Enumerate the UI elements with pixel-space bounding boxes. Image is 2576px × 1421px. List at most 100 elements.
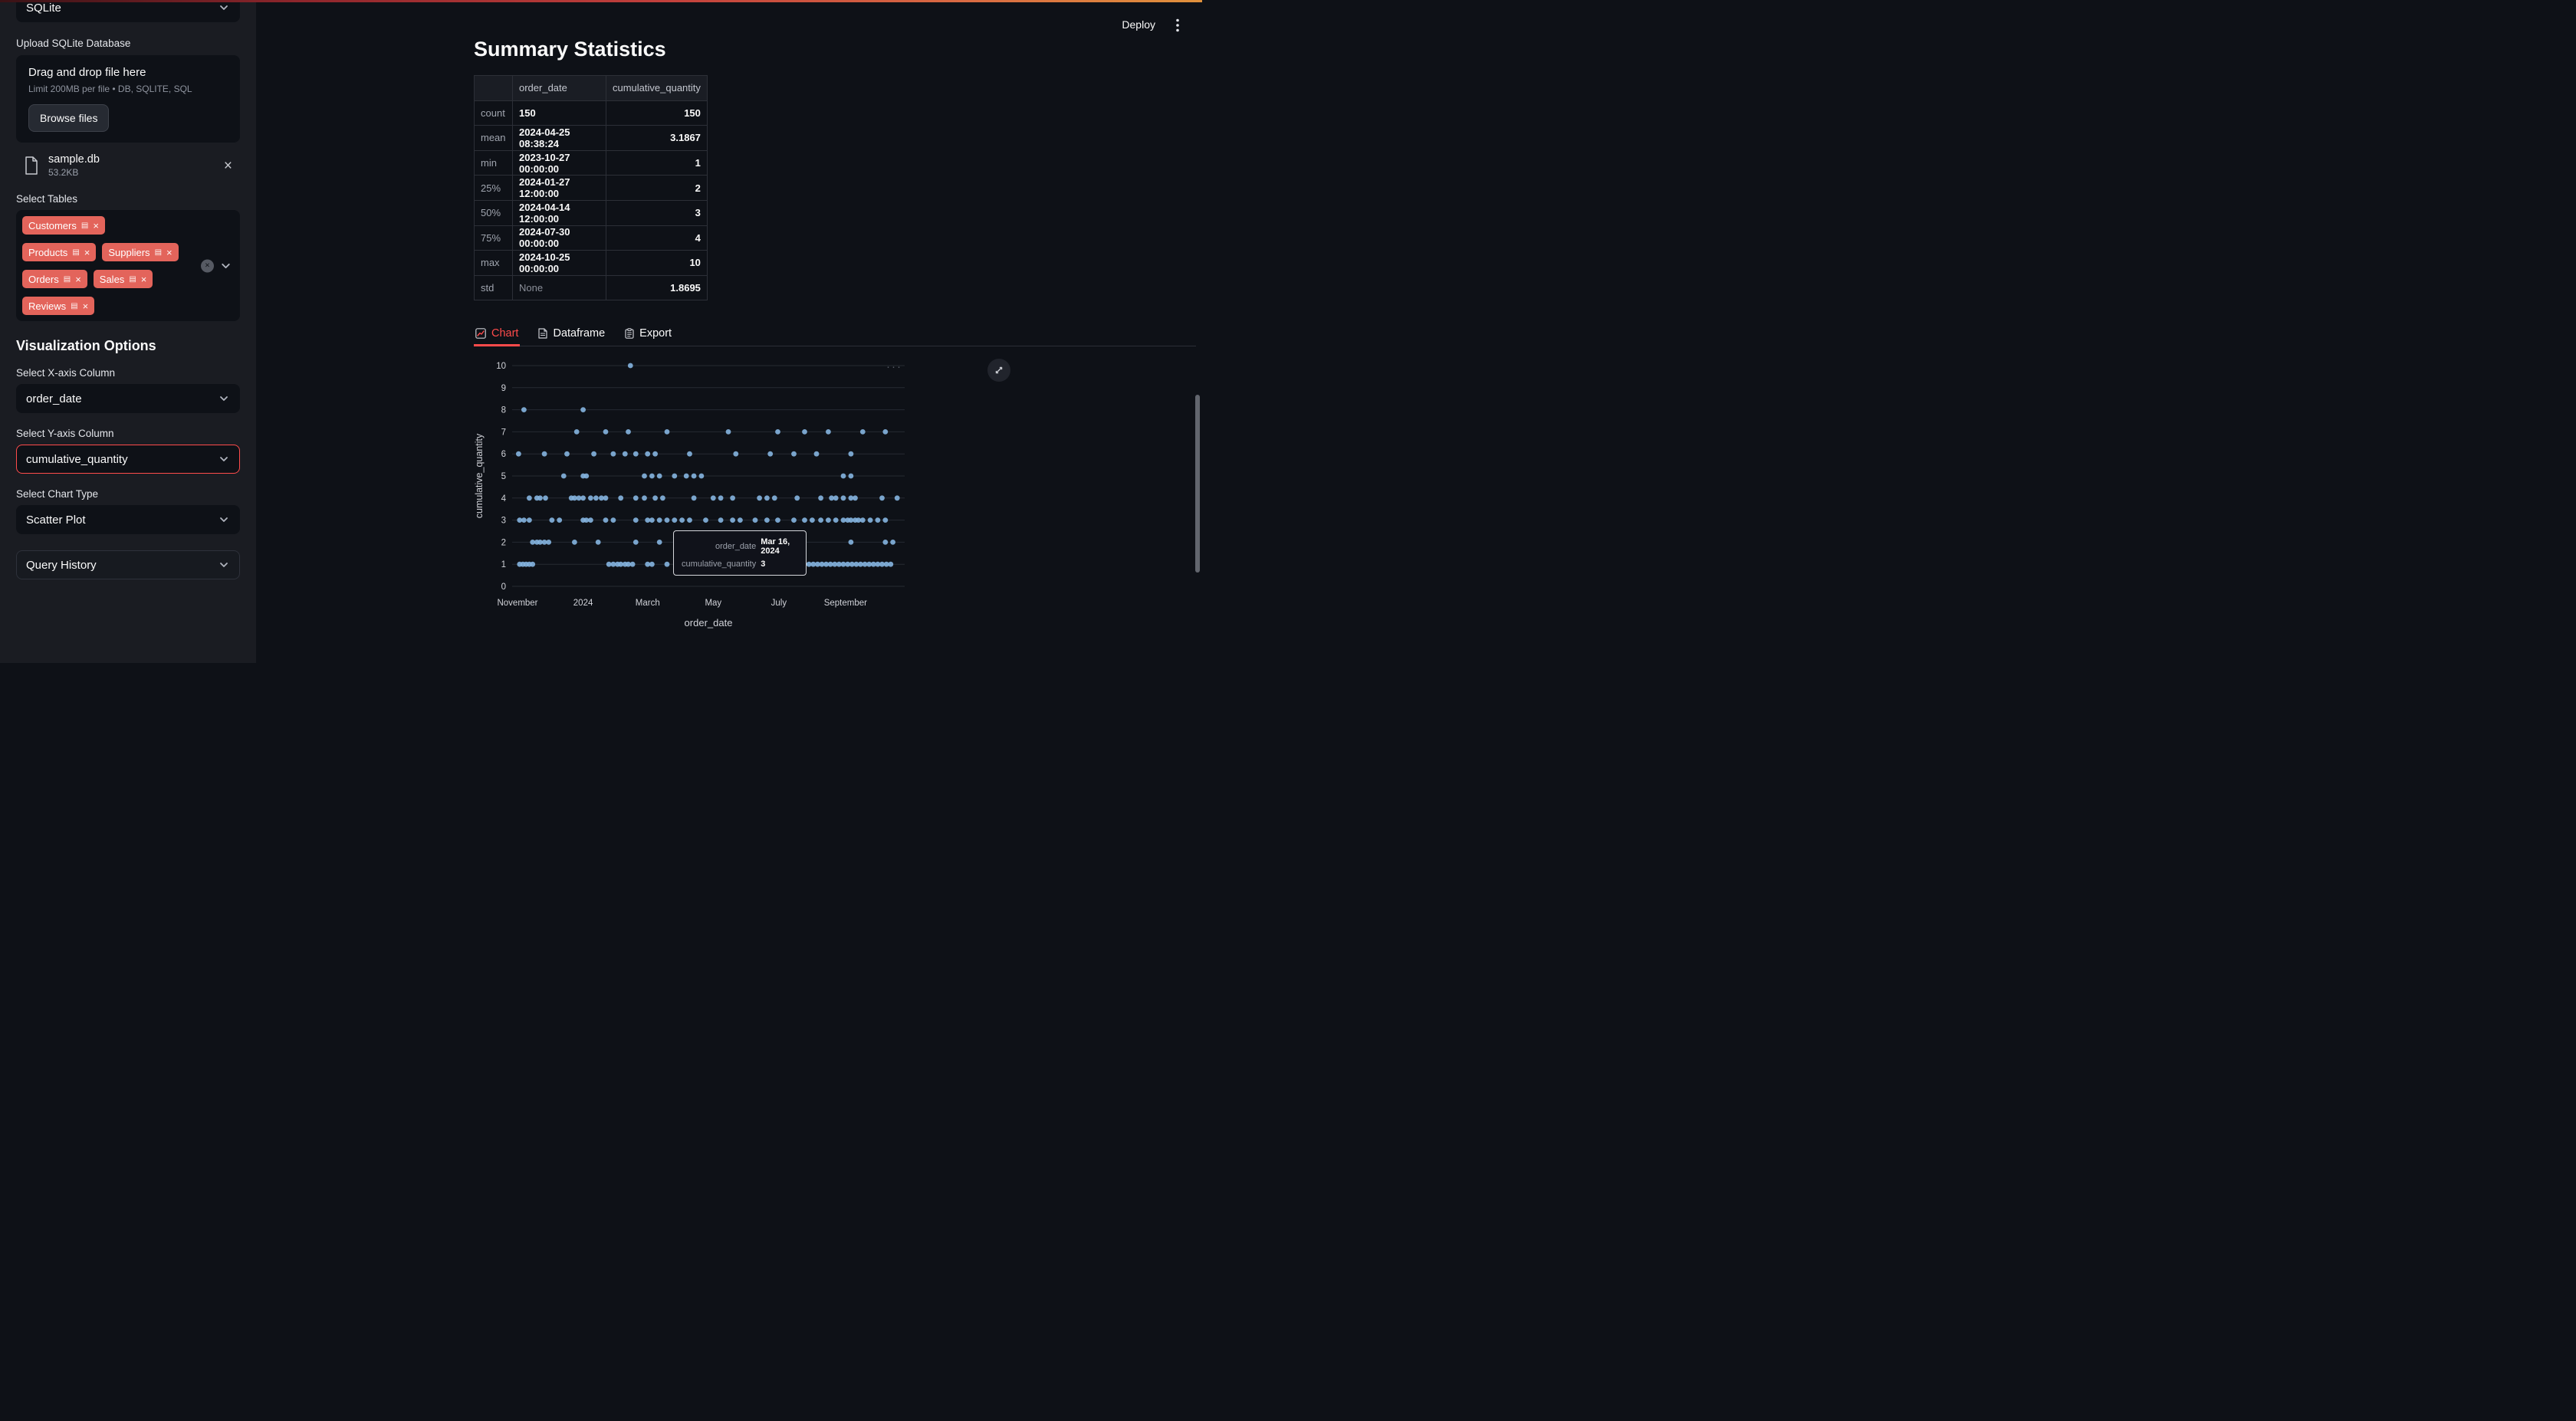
scatter-point[interactable] <box>541 451 547 457</box>
scatter-point[interactable] <box>848 473 854 479</box>
main-menu-icon[interactable] <box>1175 17 1181 38</box>
scatter-point[interactable] <box>818 517 823 523</box>
scatter-point[interactable] <box>730 517 735 523</box>
scatter-point[interactable] <box>632 451 639 457</box>
scatter-point[interactable] <box>840 561 846 567</box>
chevron-down-icon[interactable] <box>219 259 232 272</box>
scatter-point[interactable] <box>853 495 858 501</box>
scatter-point[interactable] <box>610 517 616 523</box>
scatter-point[interactable] <box>810 517 815 523</box>
scatter-point[interactable] <box>632 495 639 501</box>
scatter-point[interactable] <box>752 517 758 523</box>
tab-dataframe[interactable]: Dataframe <box>537 323 606 346</box>
remove-table-icon[interactable]: × <box>140 273 147 285</box>
scatter-point[interactable] <box>862 561 868 567</box>
scatter-point[interactable] <box>883 561 889 567</box>
table-pill[interactable]: Customers ▤ × <box>22 216 105 235</box>
scatter-point[interactable] <box>649 561 655 567</box>
scatter-point[interactable] <box>549 517 555 523</box>
scatter-point[interactable] <box>870 561 876 567</box>
scatter-point[interactable] <box>733 451 739 457</box>
scatter-point[interactable] <box>849 561 855 567</box>
scrollbar-thumb[interactable] <box>1195 395 1200 573</box>
deploy-button[interactable]: Deploy <box>1122 18 1155 31</box>
scatter-point[interactable] <box>645 561 651 567</box>
scatter-point[interactable] <box>530 561 536 567</box>
scatter-point[interactable] <box>645 517 651 523</box>
scatter-point[interactable] <box>691 495 697 501</box>
scatter-point[interactable] <box>802 517 807 523</box>
query-history-expander[interactable]: Query History <box>16 550 240 579</box>
scatter-point[interactable] <box>626 561 631 567</box>
remove-file-icon[interactable]: × <box>221 156 235 176</box>
scatter-point[interactable] <box>583 473 590 479</box>
scatter-point[interactable] <box>848 495 854 501</box>
scatter-point[interactable] <box>867 517 873 523</box>
scatter-point[interactable] <box>543 495 548 501</box>
scatter-point[interactable] <box>527 517 532 523</box>
scatter-point[interactable] <box>890 540 895 545</box>
scatter-point[interactable] <box>541 540 547 545</box>
scatter-point[interactable] <box>832 561 838 567</box>
scatter-point[interactable] <box>698 473 705 479</box>
clear-all-icon[interactable]: × <box>201 259 214 272</box>
scatter-point[interactable] <box>738 517 743 523</box>
scatter-point[interactable] <box>546 540 552 545</box>
table-pill[interactable]: Products ▤ × <box>22 243 97 261</box>
scatter-point[interactable] <box>679 517 685 523</box>
scatter-point[interactable] <box>537 495 543 501</box>
scatter-point[interactable] <box>622 451 628 457</box>
scatter-point[interactable] <box>879 561 885 567</box>
scatter-point[interactable] <box>875 517 881 523</box>
scatter-point[interactable] <box>610 451 616 457</box>
table-pill[interactable]: Sales ▤ × <box>93 270 153 288</box>
fullscreen-button[interactable] <box>987 359 1010 382</box>
x-axis-select[interactable]: order_date <box>16 384 240 413</box>
scatter-point[interactable] <box>521 517 527 523</box>
scatter-point[interactable] <box>672 517 678 523</box>
scatter-point[interactable] <box>866 561 872 567</box>
scatter-point[interactable] <box>829 495 834 501</box>
scatter-point[interactable] <box>652 495 658 501</box>
file-uploader-dropzone[interactable]: Drag and drop file here Limit 200MB per … <box>16 55 240 143</box>
scatter-point[interactable] <box>791 517 797 523</box>
scatter-point[interactable] <box>583 517 590 523</box>
scatter-point[interactable] <box>848 451 854 457</box>
scatter-point[interactable] <box>882 429 889 435</box>
scatter-point[interactable] <box>517 517 523 523</box>
scatter-point[interactable] <box>618 561 624 567</box>
scatter-point[interactable] <box>806 561 812 567</box>
scatter-point[interactable] <box>530 540 536 545</box>
scatter-point[interactable] <box>730 495 735 501</box>
table-pill[interactable]: Suppliers ▤ × <box>102 243 179 261</box>
scatter-point[interactable] <box>791 451 797 457</box>
remove-table-icon[interactable]: × <box>84 246 90 258</box>
scatter-point[interactable] <box>858 561 863 567</box>
scatter-point[interactable] <box>882 540 889 545</box>
scatter-point[interactable] <box>848 540 854 545</box>
scatter-point[interactable] <box>687 517 692 523</box>
scatter-point[interactable] <box>576 495 582 501</box>
scatter-point[interactable] <box>629 561 636 567</box>
scatter-point[interactable] <box>823 561 829 567</box>
scatter-point[interactable] <box>626 429 631 435</box>
scatter-point[interactable] <box>588 517 593 523</box>
scatter-point[interactable] <box>618 495 624 501</box>
scatter-point[interactable] <box>813 451 820 457</box>
scatter-point[interactable] <box>848 517 854 523</box>
scatter-point[interactable] <box>672 473 678 479</box>
scatter-point[interactable] <box>603 495 609 501</box>
plotly-modebar-icon[interactable]: ··· <box>886 360 902 373</box>
scatter-point[interactable] <box>810 561 816 567</box>
scatter-point[interactable] <box>573 429 580 435</box>
scatter-point[interactable] <box>664 429 670 435</box>
scatter-point[interactable] <box>642 495 647 501</box>
scatter-point[interactable] <box>882 517 889 523</box>
scatter-point[interactable] <box>856 517 862 523</box>
scatter-point[interactable] <box>652 451 658 457</box>
scatter-point[interactable] <box>703 517 708 523</box>
tab-export[interactable]: Export <box>623 323 673 346</box>
browse-files-button[interactable]: Browse files <box>28 104 110 132</box>
scatter-point[interactable] <box>764 495 770 501</box>
scatter-point[interactable] <box>815 561 820 567</box>
